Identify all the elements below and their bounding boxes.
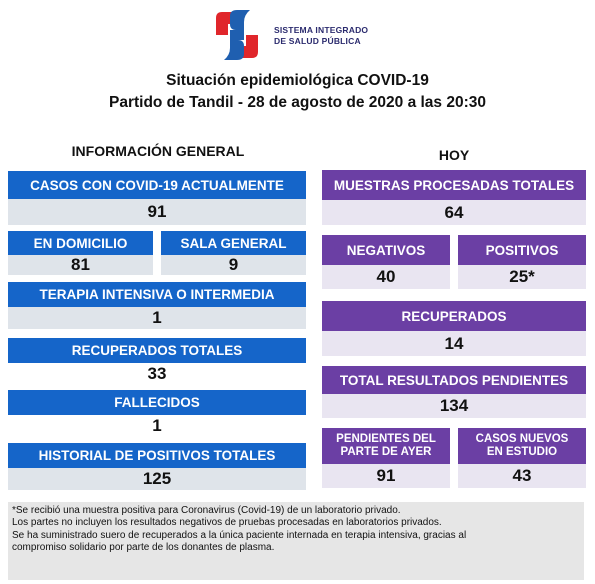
sala-label: SALA GENERAL	[161, 231, 306, 255]
domicilio-label: EN DOMICILIO	[8, 231, 153, 255]
recuperados-totales-value: 33	[8, 363, 306, 385]
casos-nuevos-label-line-2: EN ESTUDIO	[486, 446, 558, 458]
negativos-label: NEGATIVOS	[322, 235, 450, 265]
negativos-value: 40	[322, 265, 450, 289]
section-title-hoy: HOY	[438, 147, 470, 163]
title-line-1: Situación epidemiológica COVID-19	[166, 72, 429, 89]
footnote-line: Se ha suministrado suero de recuperados …	[12, 529, 467, 541]
pendientes-ayer-label-line-2: PARTE DE AYER	[340, 446, 432, 458]
sisp-logo-icon	[216, 10, 258, 60]
footnote-line: *Se recibió una muestra positiva para Co…	[12, 505, 401, 516]
pendientes-ayer-label-line-1: PENDIENTES DEL	[336, 433, 436, 445]
casos-nuevos-label: CASOS NUEVOS EN ESTUDIO	[458, 428, 586, 464]
casos-value: 91	[8, 199, 306, 225]
pendientes-label: TOTAL RESULTADOS PENDIENTES	[322, 366, 586, 394]
sala-value: 9	[161, 255, 306, 275]
section-title-general: INFORMACIÓN GENERAL	[71, 143, 245, 159]
pendientes-ayer-value: 91	[322, 464, 450, 488]
pendientes-value: 134	[322, 394, 586, 418]
positivos-value: 25*	[458, 265, 586, 289]
recuperados-hoy-value: 14	[322, 331, 586, 356]
casos-nuevos-label-line-1: CASOS NUEVOS	[475, 433, 569, 445]
casos-label: CASOS CON COVID-19 ACTUALMENTE	[8, 171, 306, 199]
positivos-label: POSITIVOS	[458, 235, 586, 265]
domicilio-value: 81	[8, 255, 153, 275]
logo-text: SISTEMA INTEGRADO DE SALUD PÚBLICA	[274, 25, 368, 47]
fallecidos-value: 1	[8, 415, 306, 437]
logo-line-1: SISTEMA INTEGRADO	[274, 25, 369, 35]
terapia-value: 1	[8, 307, 306, 329]
muestras-label: MUESTRAS PROCESADAS TOTALES	[322, 170, 586, 200]
footnote-line: compromiso solidario por parte de los do…	[12, 542, 275, 554]
muestras-value: 64	[322, 200, 586, 225]
title-line-2: Partido de Tandil - 28 de agosto de 2020…	[108, 94, 487, 111]
logo-line-2: DE SALUD PÚBLICA	[274, 36, 361, 46]
recuperados-totales-label: RECUPERADOS TOTALES	[8, 338, 306, 363]
terapia-label: TERAPIA INTENSIVA O INTERMEDIA	[8, 282, 306, 307]
casos-nuevos-value: 43	[458, 464, 586, 488]
footnote-line: Los partes no incluyen los resultados ne…	[12, 517, 442, 529]
fallecidos-label: FALLECIDOS	[8, 390, 306, 415]
pendientes-ayer-label: PENDIENTES DEL PARTE DE AYER	[322, 428, 450, 464]
recuperados-hoy-label: RECUPERADOS	[322, 301, 586, 331]
historial-value: 125	[8, 468, 306, 490]
historial-label: HISTORIAL DE POSITIVOS TOTALES	[8, 443, 306, 468]
footnote-box: *Se recibió una muestra positiva para Co…	[8, 502, 584, 580]
